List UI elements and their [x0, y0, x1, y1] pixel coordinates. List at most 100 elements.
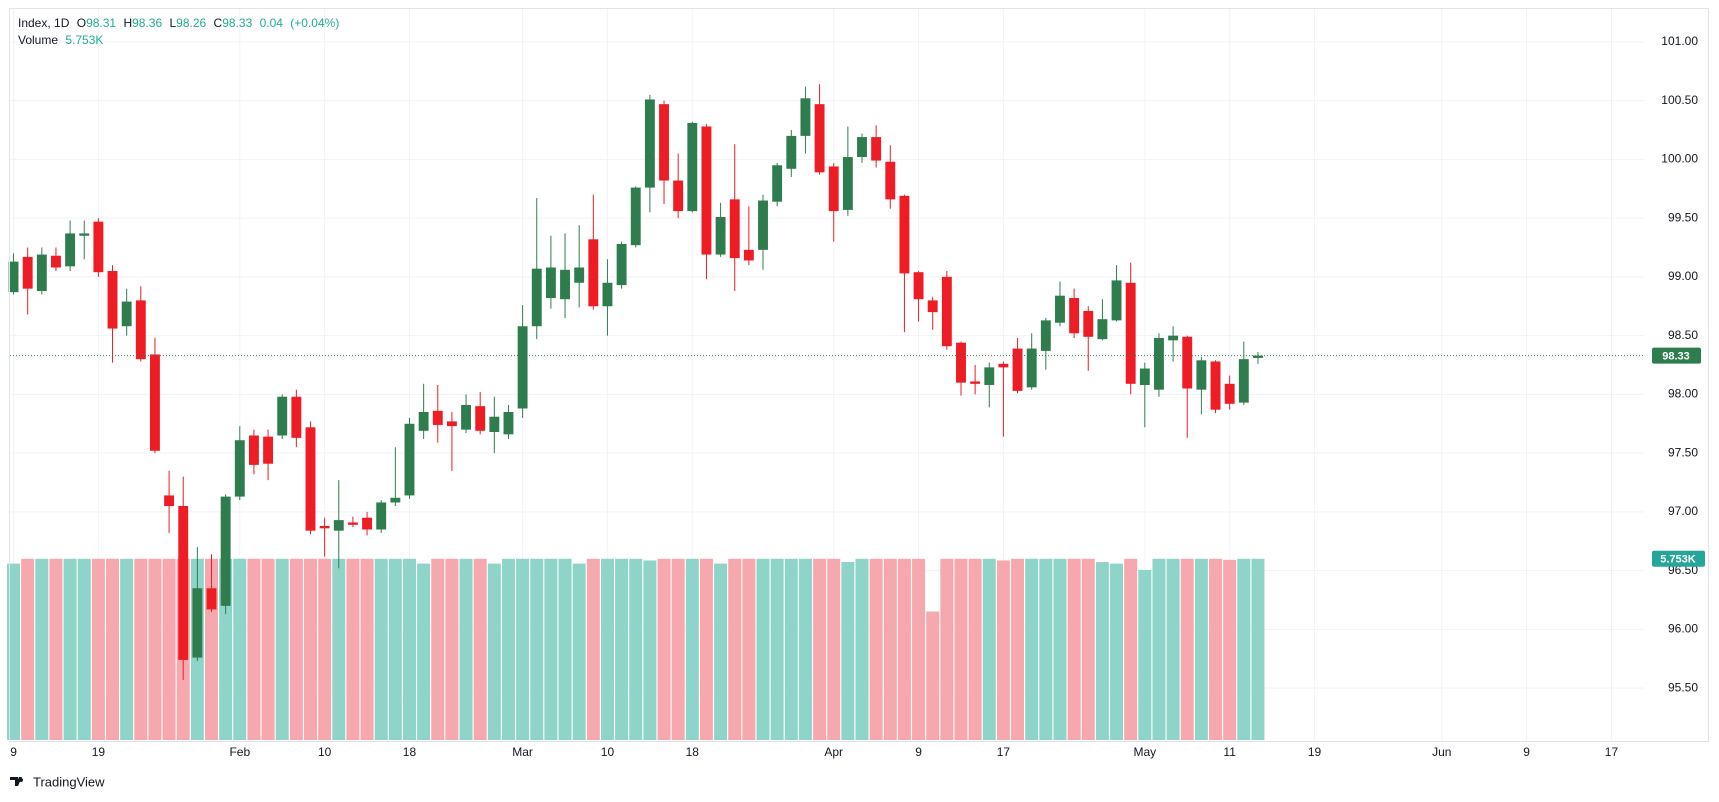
- x-tick-label: May: [1133, 745, 1156, 759]
- candle-body: [347, 522, 358, 525]
- candle-body: [574, 267, 585, 283]
- volume-bar: [926, 611, 940, 740]
- x-tick-label: 18: [686, 745, 700, 759]
- volume-bar: [1081, 558, 1095, 740]
- x-tick-label: Apr: [824, 745, 843, 759]
- candle-body: [729, 199, 740, 259]
- candle-body: [998, 363, 1009, 368]
- volume-bar: [1011, 558, 1025, 740]
- candle-body: [263, 436, 274, 464]
- candle-body: [1196, 360, 1207, 390]
- candle-body: [1210, 361, 1221, 410]
- volume-bar: [332, 558, 346, 740]
- volume-bar: [261, 558, 275, 740]
- candle-body: [1040, 320, 1051, 351]
- volume-bar: [49, 558, 63, 740]
- logo: TradingView: [10, 774, 105, 789]
- candle-body: [79, 233, 90, 236]
- candle-body: [390, 497, 401, 503]
- candle-body: [178, 506, 189, 660]
- volume-bar: [402, 558, 416, 740]
- y-tick-label: 101.00: [1661, 34, 1698, 48]
- x-tick-label: 17: [997, 745, 1011, 759]
- volume-bar: [91, 558, 105, 740]
- volume-bar: [318, 558, 332, 740]
- candle-body: [560, 269, 570, 300]
- volume-bar: [1053, 558, 1067, 740]
- volume-bar: [374, 558, 388, 740]
- volume-bar: [530, 558, 544, 740]
- volume-bar: [388, 558, 402, 740]
- volume-bar: [303, 558, 318, 740]
- candle-body: [1139, 368, 1150, 385]
- candle-body: [970, 381, 981, 384]
- volume-bar: [586, 558, 600, 740]
- candle-body: [164, 495, 175, 507]
- open-label: O: [77, 16, 86, 30]
- volume-bar: [558, 558, 572, 740]
- volume-bar: [77, 558, 91, 740]
- last-price-label: 98.33: [1662, 351, 1690, 363]
- volume-bar: [770, 558, 784, 740]
- high-label: H: [123, 16, 132, 30]
- volume-bar: [827, 558, 841, 740]
- volume-bar: [63, 558, 77, 740]
- candle-body: [1224, 383, 1235, 404]
- volume-bar: [728, 558, 742, 740]
- volume-bar: [714, 563, 728, 740]
- x-tick-label: Jun: [1432, 745, 1451, 759]
- candle-body: [687, 122, 698, 212]
- volume-bar: [148, 558, 162, 740]
- y-tick-label: 95.50: [1668, 680, 1698, 694]
- candle-body: [149, 354, 160, 451]
- candle-body: [1012, 348, 1023, 391]
- candle-body: [418, 412, 429, 431]
- candle-body: [51, 255, 61, 268]
- volume-bar: [134, 558, 148, 740]
- x-tick-label: 9: [10, 745, 17, 759]
- volume-bar: [1039, 558, 1053, 740]
- candle-body: [36, 254, 47, 291]
- volume-bar: [1067, 558, 1081, 740]
- x-tick-label: 10: [318, 745, 332, 759]
- candle-body: [1252, 355, 1263, 358]
- low-value: 98.26: [176, 16, 206, 30]
- branding: TradingView: [33, 774, 105, 789]
- candle-body: [291, 396, 302, 438]
- candle-body: [206, 588, 217, 610]
- candle-body: [1055, 295, 1065, 323]
- volume-bar: [1124, 558, 1138, 740]
- candle-body: [956, 342, 966, 383]
- x-tick-label: 19: [1308, 745, 1322, 759]
- volume-bar: [600, 558, 614, 740]
- candle-body: [248, 435, 259, 465]
- volume-bar: [629, 558, 643, 740]
- volume-bar: [544, 558, 558, 740]
- y-tick-label: 96.00: [1668, 622, 1698, 636]
- candle-body: [277, 396, 288, 436]
- candle-body: [475, 406, 486, 431]
- candle-body: [333, 520, 344, 531]
- candle-body: [927, 300, 938, 313]
- last-price-box: [1652, 347, 1701, 364]
- volume-bar: [21, 558, 35, 740]
- candle-body: [461, 404, 471, 430]
- volume-bar: [1138, 569, 1152, 740]
- candle-body: [673, 180, 684, 212]
- volume-bar: [1110, 563, 1124, 740]
- volume-pane: [7, 558, 1265, 740]
- volume-bar: [982, 558, 996, 740]
- volume-bar: [459, 558, 473, 740]
- volume-bar: [841, 562, 855, 740]
- candle-body: [489, 416, 500, 432]
- volume-bar: [897, 558, 911, 740]
- candle-body: [376, 502, 387, 530]
- candle-body: [1083, 310, 1094, 337]
- volume-box: [1652, 550, 1705, 567]
- candle-body: [93, 221, 104, 273]
- volume-bar: [657, 558, 671, 740]
- candle-body: [1026, 348, 1037, 388]
- change-percent: (+0.04%): [290, 16, 339, 30]
- volume-bar: [1209, 558, 1223, 740]
- open-value: 98.31: [86, 16, 116, 30]
